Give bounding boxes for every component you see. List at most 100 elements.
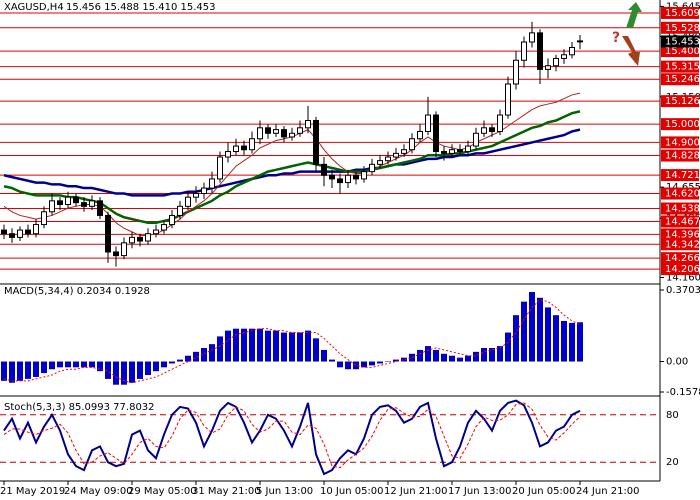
- candle-body: [57, 200, 63, 205]
- candle-body: [297, 127, 303, 134]
- level-label: 14.538: [665, 204, 700, 215]
- macd-bar: [497, 346, 503, 362]
- candle-body: [273, 129, 279, 134]
- macd-title: MACD(5,34,4) 0.2034 0.1928: [4, 286, 150, 297]
- macd-bar: [161, 361, 167, 368]
- x-tick-label: 12 Jun 21:00: [384, 486, 448, 497]
- y-tick-label: 15.645: [666, 1, 700, 12]
- macd-bar: [89, 361, 95, 368]
- level-label: 14.266: [665, 253, 700, 264]
- stoch-title: Stoch(5,3,3) 85.0993 77.8032: [4, 402, 155, 413]
- level-label: 14.396: [665, 229, 700, 240]
- y-tick-label: 20: [666, 457, 679, 468]
- macd-bar: [321, 349, 327, 362]
- candle-body: [465, 145, 471, 153]
- x-tick-label: 29 May 05:00: [128, 486, 197, 497]
- candle-body: [281, 129, 287, 138]
- y-tick-label: 80: [666, 410, 679, 421]
- candle-body: [81, 202, 87, 207]
- candle-body: [113, 251, 119, 257]
- level-label-bg: [661, 6, 699, 19]
- macd-bar: [345, 361, 351, 370]
- candle-body: [449, 149, 455, 154]
- macd-bar: [25, 361, 31, 379]
- candle-body: [161, 224, 167, 231]
- macd-bar: [529, 291, 535, 362]
- macd-bar: [289, 332, 295, 362]
- candle-body: [425, 114, 431, 132]
- macd-bar: [57, 361, 63, 368]
- macd-bar: [385, 361, 391, 363]
- candle-body: [145, 233, 151, 242]
- y-tick-label: 14.160: [666, 273, 700, 284]
- candle-body: [105, 214, 111, 253]
- candle-body: [441, 151, 447, 154]
- forecast-icon: ?: [612, 2, 642, 66]
- macd-bar: [49, 361, 55, 370]
- level-label: 15.609: [665, 8, 700, 19]
- macd-bar: [449, 355, 455, 362]
- candle-body: [65, 196, 71, 205]
- macd-bar: [241, 328, 247, 362]
- candle-body: [73, 196, 79, 204]
- macd-bar: [489, 348, 495, 362]
- candle-body: [249, 138, 255, 151]
- stoch-main: [3, 399, 581, 476]
- macd-bar: [265, 330, 271, 362]
- stoch-signal: [3, 402, 581, 469]
- level-label: 14.206: [665, 264, 700, 275]
- macd-bar: [129, 361, 135, 383]
- macd-bar: [409, 353, 415, 362]
- candle-body: [521, 41, 527, 61]
- macd-bar: [297, 332, 303, 362]
- candle-body: [225, 151, 231, 158]
- candle-body: [409, 138, 415, 151]
- macd-bar: [177, 359, 183, 362]
- macd-bar: [145, 361, 151, 376]
- candle-body: [513, 59, 519, 85]
- candle-body: [193, 193, 199, 198]
- macd-bar: [401, 357, 407, 362]
- candle-body: [489, 127, 495, 132]
- macd-bar: [425, 346, 431, 362]
- y-tick-label: 0.00: [666, 357, 688, 368]
- level-label: 15.528: [665, 23, 700, 34]
- macd-bar: [473, 351, 479, 362]
- macd-bar: [17, 361, 23, 381]
- candle-body: [209, 178, 215, 189]
- moving-average: [3, 128, 581, 197]
- x-tick-label: 10 Jun 05:00: [320, 486, 384, 497]
- level-label-bg: [661, 149, 699, 162]
- candle-body: [25, 229, 31, 235]
- level-label-bg: [661, 228, 699, 241]
- candle-body: [121, 242, 127, 257]
- level-label: 15.126: [665, 96, 700, 107]
- candle-body: [1, 229, 7, 235]
- macd-bar: [33, 361, 39, 377]
- macd-bar: [577, 322, 583, 362]
- candle-body: [401, 149, 407, 154]
- last-price-bg: [661, 35, 699, 48]
- macd-bar: [513, 315, 519, 362]
- macd-bar: [353, 361, 359, 370]
- level-label: 14.467: [665, 216, 700, 227]
- level-label-bg: [661, 73, 699, 86]
- macd-bar: [1, 361, 7, 381]
- level-label: 15.000: [665, 119, 700, 130]
- candle-body: [289, 132, 295, 138]
- x-tick-label: 21 May 2019: [0, 486, 65, 497]
- candle-body: [481, 127, 487, 134]
- candle-body: [497, 114, 503, 132]
- macd-bar: [41, 361, 47, 374]
- candle-body: [169, 214, 175, 226]
- candle-body: [457, 149, 463, 153]
- macd-bar: [209, 344, 215, 362]
- macd-bar: [561, 320, 567, 362]
- macd-bar: [273, 330, 279, 362]
- candle-body: [345, 174, 351, 184]
- macd-bar: [505, 332, 511, 362]
- macd-bar: [105, 361, 111, 379]
